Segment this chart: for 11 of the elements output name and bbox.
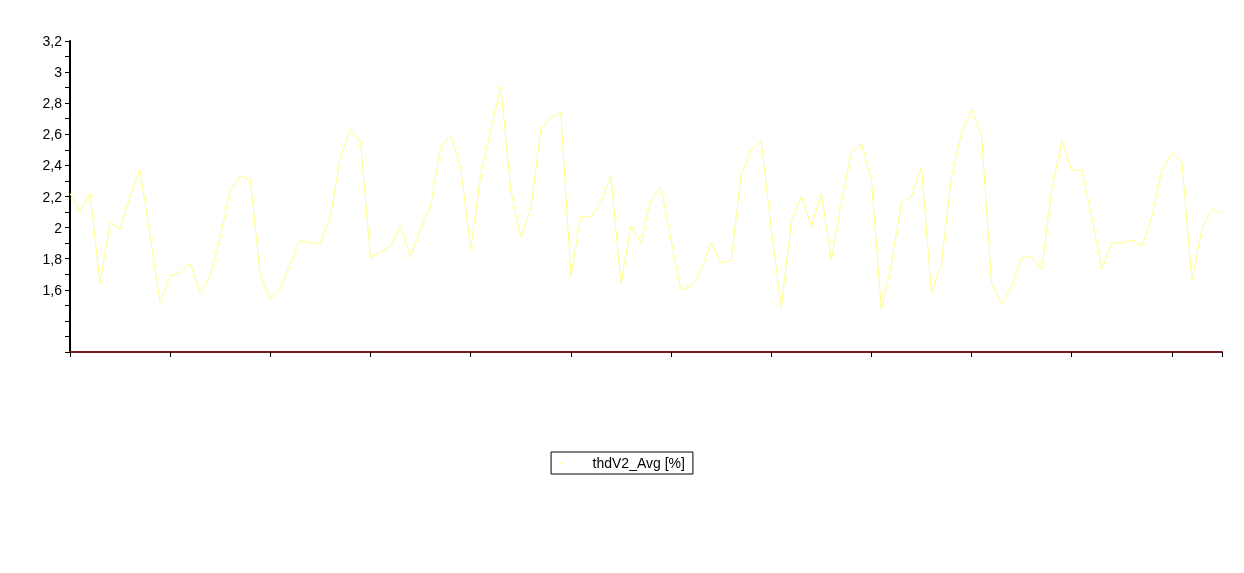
y-tick-label: 2,4 (42, 157, 63, 174)
y-tick-label: 1,6 (42, 281, 63, 298)
y-tick-label: 1,8 (42, 250, 63, 267)
legend-label: thdV2_Avg [%] (592, 455, 685, 471)
y-tick-label: 3,2 (42, 33, 63, 49)
line-series (69, 85, 1223, 311)
y-tick-label: 2,8 (42, 95, 63, 112)
y-tick-label: 2 (54, 219, 63, 236)
y-tick-label: 2,6 (42, 126, 63, 143)
y-tick-label: 3 (54, 64, 63, 81)
y-tick-label: 2,2 (42, 188, 63, 205)
